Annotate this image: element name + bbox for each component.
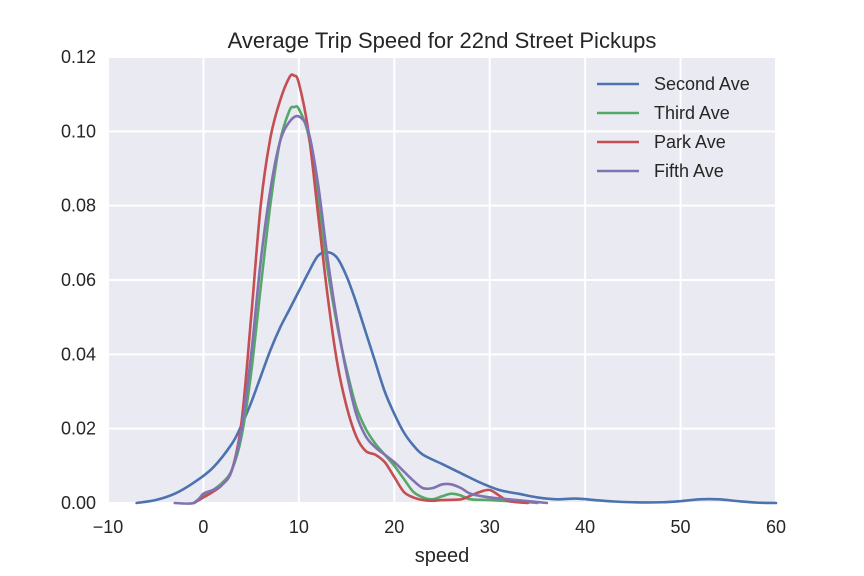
x-tick-label: 50 [671, 517, 691, 537]
y-tick-label: 0.08 [61, 196, 96, 216]
y-tick-label: 0.04 [61, 344, 96, 364]
x-tick-label: −10 [93, 517, 124, 537]
series-line-fifth-ave [173, 114, 549, 505]
y-tick-label: 0.02 [61, 419, 96, 439]
x-axis-label: speed [415, 545, 470, 567]
grid [107, 56, 777, 504]
x-tick-labels: −10 0 10 20 30 40 50 60 [93, 517, 786, 537]
x-tick-label: 40 [575, 517, 595, 537]
x-tick-label: 10 [289, 517, 309, 537]
y-tick-labels: 0.00 0.02 0.04 0.06 0.08 0.10 0.12 [61, 47, 96, 513]
series-line-park-ave [192, 73, 530, 505]
legend: Second Ave Third Ave Park Ave Fifth Ave [597, 74, 750, 181]
y-tick-label: 0.10 [61, 121, 96, 141]
x-tick-label: 0 [198, 517, 208, 537]
x-tick-label: 60 [766, 517, 786, 537]
legend-label: Third Ave [654, 103, 730, 123]
series-line-second-ave [135, 250, 778, 505]
series-layer [135, 73, 778, 505]
y-tick-label: 0.00 [61, 493, 96, 513]
chart-title: Average Trip Speed for 22nd Street Picku… [228, 28, 657, 53]
y-tick-label: 0.06 [61, 270, 96, 290]
legend-label: Second Ave [654, 74, 750, 94]
legend-label: Park Ave [654, 132, 726, 152]
x-tick-label: 30 [480, 517, 500, 537]
legend-label: Fifth Ave [654, 161, 724, 181]
y-tick-label: 0.12 [61, 47, 96, 67]
x-tick-label: 20 [384, 517, 404, 537]
